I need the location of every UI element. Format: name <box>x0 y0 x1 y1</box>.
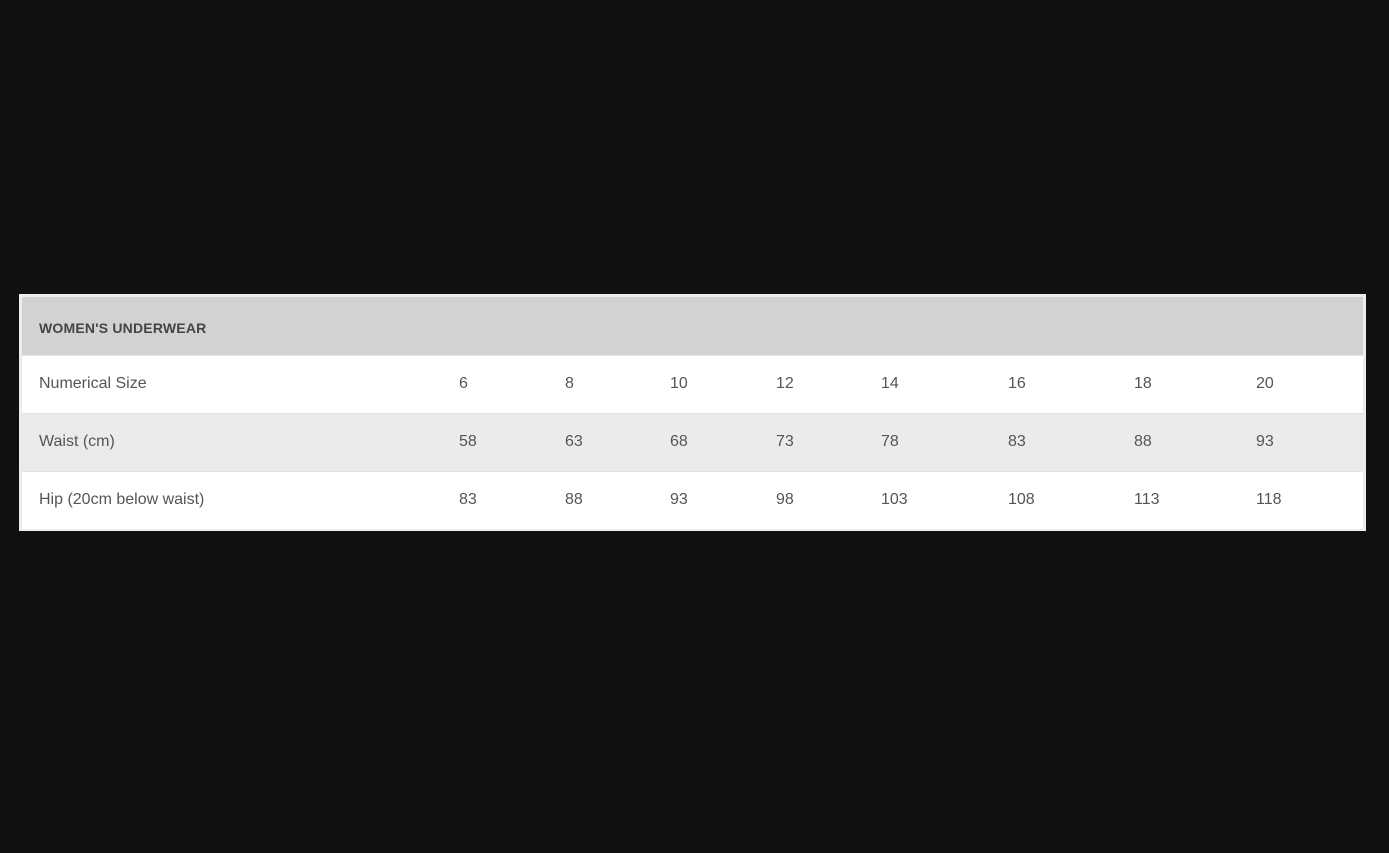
table-title: WOMEN'S UNDERWEAR <box>39 320 207 336</box>
table-row: Hip (20cm below waist) 83 88 93 98 103 108 113 1… <box>22 471 1363 529</box>
table-cell: 68 <box>670 433 688 450</box>
table-row: Waist (cm) 58 63 68 73 78 83 88 93 <box>22 413 1363 471</box>
table-cell: 20 <box>1256 375 1274 392</box>
table-cell: 83 <box>1008 433 1026 450</box>
row-label: Waist (cm) <box>39 433 115 450</box>
table-cell: 93 <box>670 491 688 508</box>
table-cell: 10 <box>670 375 688 392</box>
table-cell: 8 <box>565 375 574 392</box>
table-cell: 12 <box>776 375 794 392</box>
table-cell: 63 <box>565 433 583 450</box>
table-cell: 18 <box>1134 375 1152 392</box>
table-cell: 88 <box>565 491 583 508</box>
table-row: Numerical Size 6 8 10 12 14 16 18 20 <box>22 355 1363 413</box>
table-header: WOMEN'S UNDERWEAR <box>22 297 1363 355</box>
table-cell: 103 <box>881 491 908 508</box>
table-cell: 73 <box>776 433 794 450</box>
table-cell: 108 <box>1008 491 1035 508</box>
table-cell: 88 <box>1134 433 1152 450</box>
table-cell: 83 <box>459 491 477 508</box>
size-chart-table: WOMEN'S UNDERWEAR Numerical Size 6 8 10 12 14… <box>19 294 1366 531</box>
table-cell: 78 <box>881 433 899 450</box>
row-label: Numerical Size <box>39 375 147 392</box>
table-cell: 93 <box>1256 433 1274 450</box>
table-cell: 16 <box>1008 375 1026 392</box>
table-cell: 6 <box>459 375 468 392</box>
table-cell: 113 <box>1134 491 1160 508</box>
table-cell: 98 <box>776 491 794 508</box>
table-cell: 14 <box>881 375 899 392</box>
table-cell: 58 <box>459 433 477 450</box>
table-cell: 118 <box>1256 491 1282 508</box>
row-label: Hip (20cm below waist) <box>39 491 205 508</box>
